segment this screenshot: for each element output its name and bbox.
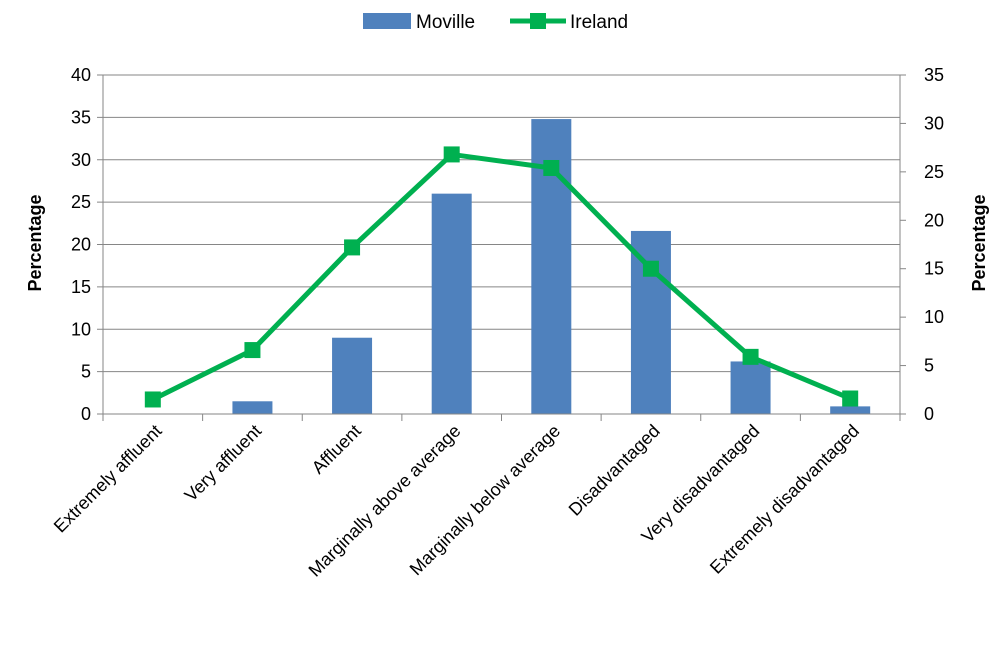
right-tick-label: 5 — [924, 356, 934, 376]
left-tick-label: 40 — [71, 65, 91, 85]
ireland-point-marker — [144, 391, 161, 408]
ireland-point-marker — [244, 342, 261, 359]
ireland-line-series — [144, 146, 859, 408]
legend-swatch-moville — [363, 13, 411, 29]
left-axis-title: Percentage — [25, 194, 45, 291]
tick-labels: 0 5 10 15 20 25 30 35 40 0 5 10 15 20 25 30 35 Extremely … — [50, 65, 944, 581]
gridlines — [103, 74, 900, 373]
moville-bars — [232, 119, 871, 414]
axes — [97, 74, 906, 421]
left-tick-label: 20 — [71, 235, 91, 255]
category-label: Very affluent — [181, 421, 266, 506]
right-tick-label: 30 — [924, 113, 944, 133]
left-tick-label: 25 — [71, 192, 91, 212]
bar-moville — [431, 193, 472, 414]
right-tick-label: 35 — [924, 65, 944, 85]
right-tick-label: 10 — [924, 307, 944, 327]
left-tick-label: 15 — [71, 277, 91, 297]
ireland-point-marker — [842, 390, 859, 407]
legend-label-moville: Moville — [416, 12, 475, 33]
bar-moville — [730, 361, 771, 414]
left-tick-label: 10 — [71, 319, 91, 339]
right-tick-label: 0 — [924, 404, 934, 424]
category-label: Disadvantaged — [565, 421, 664, 520]
left-tick-label: 35 — [71, 107, 91, 127]
bar-moville — [830, 406, 871, 414]
bar-moville — [332, 337, 373, 414]
legend-marker-ireland — [530, 13, 546, 29]
ireland-point-marker — [344, 239, 361, 256]
ireland-point-marker — [443, 146, 460, 163]
ireland-point-marker — [742, 348, 759, 365]
right-tick-label: 25 — [924, 162, 944, 182]
legend-label-ireland: Ireland — [570, 12, 628, 33]
bar-moville — [630, 230, 671, 414]
left-tick-label: 0 — [81, 404, 91, 424]
category-label: Extremely affluent — [50, 421, 166, 537]
right-tick-label: 20 — [924, 210, 944, 230]
right-axis-title: Percentage — [969, 194, 989, 291]
ireland-line — [151, 151, 852, 402]
ireland-point-marker — [642, 260, 659, 277]
left-tick-label: 30 — [71, 150, 91, 170]
category-label: Affluent — [308, 421, 365, 478]
left-tick-label: 5 — [81, 362, 91, 382]
right-tick-label: 15 — [924, 259, 944, 279]
ireland-point-marker — [543, 159, 560, 176]
bar-moville — [232, 401, 273, 414]
legend: Moville Ireland — [363, 12, 628, 33]
